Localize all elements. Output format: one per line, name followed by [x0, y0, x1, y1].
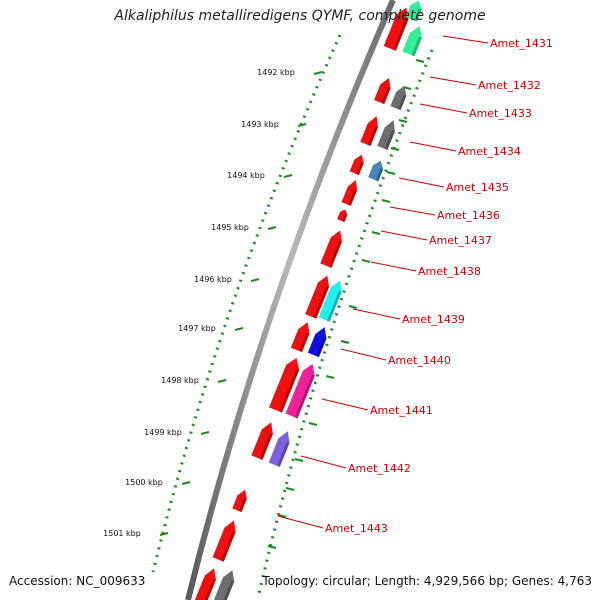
gene-label[interactable]: Amet_1438	[418, 265, 481, 278]
label-leader-line	[429, 76, 477, 86]
kbp-tick-label: 1497 kbp	[178, 324, 216, 333]
topology-text: Topology: circular; Length: 4,929,566 bp…	[262, 574, 592, 588]
kbp-tick-label: 1494 kbp	[227, 171, 265, 180]
label-leader-line	[389, 206, 436, 216]
kbp-tick	[313, 71, 323, 75]
gene-label[interactable]: Amet_1443	[325, 522, 388, 535]
cog-gene-block	[307, 327, 327, 358]
kbp-tick	[283, 174, 293, 178]
inner-tick	[340, 340, 350, 344]
gene-label[interactable]: Amet_1440	[388, 354, 451, 367]
inner-tick	[294, 458, 304, 462]
label-leader-line	[340, 348, 387, 361]
gene-arrow	[349, 154, 364, 176]
inner-tick	[267, 545, 277, 549]
gene-label[interactable]: Amet_1435	[446, 181, 509, 194]
gene-arrow	[251, 422, 273, 460]
gene-arrow	[337, 209, 348, 223]
gene-label[interactable]: Amet_1439	[402, 313, 465, 326]
gene-arrow	[212, 520, 236, 562]
kbp-tick-label: 1500 kbp	[125, 478, 163, 487]
gene-arrow	[374, 77, 391, 105]
accession-text: Accession: NC_009633	[9, 574, 146, 588]
cog-gene-block	[377, 120, 395, 150]
kbp-tick	[159, 532, 169, 536]
inner-tick	[277, 514, 287, 518]
gene-label[interactable]: Amet_1441	[370, 404, 433, 417]
inner-tick	[386, 171, 396, 175]
cog-gene-block	[285, 364, 315, 419]
kbp-tick-label: 1501 kbp	[103, 529, 141, 538]
gene-label[interactable]: Amet_1433	[469, 107, 532, 120]
gene-arrow	[290, 322, 310, 353]
kbp-tick	[181, 481, 191, 485]
cog-gene-block	[402, 26, 422, 57]
gene-arrow	[383, 7, 409, 51]
outer-dotted-ring	[151, 34, 342, 573]
label-leader-line	[380, 230, 428, 241]
kbp-tick	[200, 431, 210, 435]
gene-label[interactable]: Amet_1434	[458, 145, 521, 158]
gene-arrow	[194, 568, 216, 600]
gene-label[interactable]: Amet_1431	[490, 37, 553, 50]
inner-tick	[308, 422, 318, 426]
cog-gene-block	[368, 160, 384, 182]
kbp-tick-label: 1492 kbp	[257, 68, 295, 77]
cog-gene-block	[405, 0, 422, 22]
gene-arrow	[320, 230, 342, 268]
gene-arrow	[269, 358, 300, 413]
gene-label[interactable]: Amet_1437	[429, 234, 492, 247]
gene-arrow	[305, 275, 330, 319]
cog-gene-block	[268, 431, 290, 467]
label-leader-line	[442, 35, 489, 44]
label-leader-line	[352, 308, 401, 320]
kbp-tick	[267, 226, 277, 230]
kbp-tick-label: 1496 kbp	[194, 275, 232, 284]
cog-gene-block	[214, 570, 235, 600]
inner-tick	[381, 199, 391, 203]
kbp-tick-label: 1498 kbp	[161, 376, 199, 385]
label-leader-line	[419, 103, 468, 114]
inner-tick	[348, 305, 358, 309]
label-leader-line	[300, 455, 347, 469]
inner-tick	[285, 487, 295, 491]
inner-tick	[415, 59, 425, 63]
inner-tick	[325, 375, 335, 379]
label-leader-line	[398, 177, 445, 188]
kbp-tick-label: 1499 kbp	[144, 428, 182, 437]
kbp-tick	[250, 278, 260, 282]
label-leader-line	[370, 261, 417, 272]
kbp-tick	[217, 379, 227, 383]
gene-arrow	[341, 179, 358, 206]
genome-backbone	[185, 0, 396, 600]
kbp-tick-label: 1493 kbp	[241, 120, 279, 129]
kbp-tick-label: 1495 kbp	[211, 223, 249, 232]
inner-tick	[398, 119, 408, 123]
label-leader-line	[409, 141, 457, 152]
inner-tick	[371, 231, 381, 235]
inner-tick	[390, 147, 400, 151]
cog-gene-block	[318, 280, 342, 322]
label-leader-line	[277, 515, 324, 529]
gene-label[interactable]: Amet_1432	[478, 79, 541, 92]
inner-tick	[361, 259, 371, 263]
kbp-tick	[234, 327, 244, 331]
kbp-tick	[297, 123, 307, 127]
label-leader-line	[321, 398, 369, 411]
gene-arrow	[360, 116, 378, 146]
inner-dotted-ring	[256, 49, 434, 599]
gene-label[interactable]: Amet_1442	[348, 462, 411, 475]
gene-arrow	[232, 489, 247, 513]
cog-gene-block	[390, 85, 407, 111]
map-title: Alkaliphilus metalliredigens QYMF, compl…	[114, 8, 486, 24]
gene-label[interactable]: Amet_1436	[437, 209, 500, 222]
